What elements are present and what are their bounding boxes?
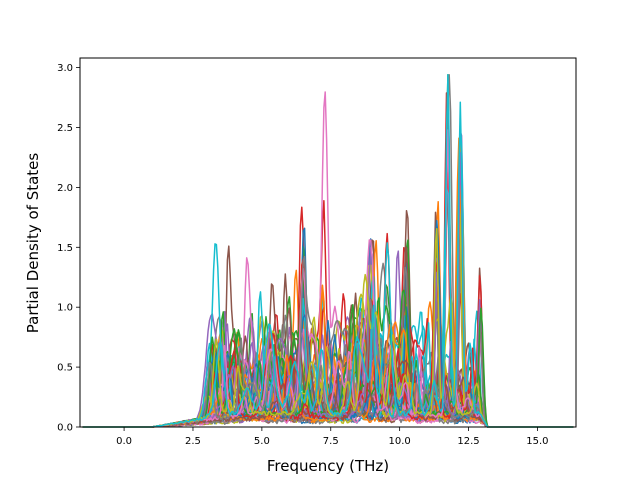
x-axis-label: Frequency (THz) bbox=[267, 457, 389, 475]
x-tick-label: 0.0 bbox=[116, 436, 132, 447]
x-tick-label: 12.5 bbox=[457, 436, 479, 447]
y-tick-label: 2.0 bbox=[57, 183, 73, 194]
y-axis-label: Partial Density of States bbox=[24, 153, 42, 334]
x-tick-label: 15.0 bbox=[526, 436, 548, 447]
y-ticks: 0.0 0.5 1.0 1.5 2.0 2.5 3.0 bbox=[57, 63, 80, 434]
x-tick-label: 2.5 bbox=[185, 436, 201, 447]
x-tick-label: 10.0 bbox=[389, 436, 411, 447]
y-tick-label: 1.5 bbox=[57, 243, 73, 254]
axes-frame bbox=[79, 57, 577, 428]
y-tick-label: 3.0 bbox=[57, 63, 73, 74]
y-tick-label: 1.0 bbox=[57, 303, 73, 314]
x-tick-label: 7.5 bbox=[323, 436, 339, 447]
x-ticks: 0.0 2.5 5.0 7.5 10.0 12.5 15.0 bbox=[116, 427, 549, 447]
x-tick-label: 5.0 bbox=[254, 436, 270, 447]
y-tick-label: 0.0 bbox=[57, 423, 73, 434]
y-tick-label: 0.5 bbox=[57, 363, 73, 374]
y-tick-label: 2.5 bbox=[57, 123, 73, 134]
